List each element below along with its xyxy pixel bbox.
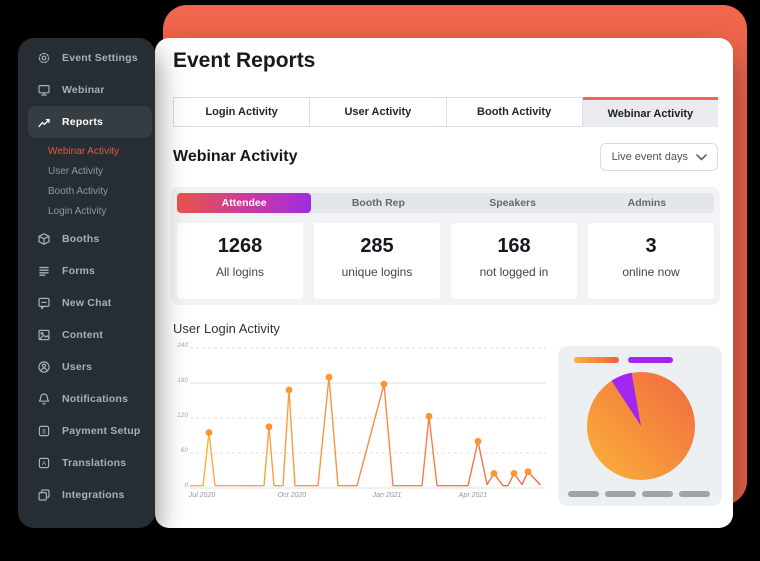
x-axis-tick: Apr 2021 (458, 492, 488, 499)
sub-link-login-activity[interactable]: Login Activity (48, 205, 107, 217)
sidebar-item-users[interactable]: Users (18, 351, 155, 383)
reports-sub-links: Webinar Activity User Activity Booth Act… (18, 141, 155, 221)
sub-link-booth-activity[interactable]: Booth Activity (48, 185, 109, 197)
audience-segments: Attendee Booth Rep Speakers Admins (177, 193, 714, 213)
overlapping-squares-icon (36, 488, 51, 503)
attendance-panel: Attendee Booth Rep Speakers Admins 1268 … (171, 187, 720, 305)
sidebar-item-booths[interactable]: Booths (18, 223, 155, 255)
placeholder-pill (642, 491, 673, 497)
stat-value: 3 (645, 235, 657, 257)
stat-online-now: 3 online now (588, 223, 714, 299)
sidebar-item-reports[interactable]: Reports (28, 106, 152, 138)
image-icon (36, 328, 51, 343)
stat-value: 1268 (217, 235, 263, 257)
tab-login-activity[interactable]: Login Activity (173, 97, 311, 127)
cube-icon (36, 232, 51, 247)
stat-value: 285 (360, 235, 394, 257)
y-axis-tick: 60 (180, 447, 188, 454)
sidebar-item-integrations[interactable]: Integrations (18, 479, 155, 511)
segment-booth-rep[interactable]: Booth Rep (351, 197, 405, 209)
y-axis-tick: 120 (177, 412, 188, 419)
line-chart-title: User Login Activity (173, 321, 280, 336)
placeholder-pill (605, 491, 636, 497)
sub-link-webinar-activity[interactable]: Webinar Activity (48, 145, 119, 157)
stat-label: online now (622, 265, 680, 279)
stat-label: unique logins (341, 265, 413, 279)
sidebar-item-translations[interactable]: A Translations (18, 447, 155, 479)
sidebar-item-label: Integrations (62, 489, 125, 501)
sidebar-item-label: Content (62, 329, 104, 341)
chevron-down-icon (696, 153, 707, 160)
sidebar-item-webinar[interactable]: Webinar (18, 74, 155, 106)
stat-value: 168 (497, 235, 531, 257)
chat-bubble-icon (36, 296, 51, 311)
y-axis-tick: 240 (177, 342, 188, 349)
y-axis-tick: 0 (184, 482, 188, 489)
section-header: Webinar Activity Live event days (173, 142, 718, 172)
letter-a-square-icon: A (36, 456, 51, 471)
x-axis-tick: Oct 2020 (277, 492, 307, 499)
section-title: Webinar Activity (173, 148, 298, 165)
legend-orange-swatch (574, 357, 619, 363)
placeholder-pill (568, 491, 599, 497)
stat-not-logged-in: 168 not logged in (451, 223, 577, 299)
report-tabs: Login Activity User Activity Booth Activ… (173, 97, 718, 127)
sidebar-item-label: Event Settings (62, 52, 138, 64)
sidebar-item-content[interactable]: Content (18, 319, 155, 351)
segment-attendee[interactable]: Attendee (177, 193, 312, 213)
sidebar-nav: Event Settings Webinar Reports Webinar A… (18, 38, 155, 528)
sidebar-item-label: Reports (62, 116, 104, 128)
user-circle-icon (36, 360, 51, 375)
sidebar-item-event-settings[interactable]: Event Settings (18, 42, 155, 74)
bell-icon (36, 392, 51, 407)
login-activity-line-chart (190, 347, 546, 489)
x-axis-tick: Jan 2021 (372, 492, 402, 499)
attendance-pie-chart (587, 372, 695, 480)
live-event-days-dropdown[interactable]: Live event days (599, 143, 718, 171)
stat-cards: 1268 All logins 285 unique logins 168 no… (177, 223, 714, 299)
y-axis-tick: 180 (177, 377, 188, 384)
stat-label: All logins (215, 265, 265, 279)
svg-text:$: $ (42, 428, 46, 435)
monitor-icon (36, 83, 51, 98)
pie-placeholder-labels (568, 491, 710, 497)
dollar-square-icon: $ (36, 424, 51, 439)
x-axis-tick: Jul 2020 (188, 492, 216, 499)
sidebar-item-label: Translations (62, 457, 127, 469)
stat-unique-logins: 285 unique logins (314, 223, 440, 299)
sidebar-item-label: Forms (62, 265, 96, 277)
tab-user-activity[interactable]: User Activity (310, 97, 447, 127)
sub-link-user-activity[interactable]: User Activity (48, 165, 104, 177)
sidebar-item-label: New Chat (62, 297, 112, 309)
pie-chart-panel (558, 346, 722, 506)
placeholder-pill (679, 491, 710, 497)
main-content-card: Event Reports Login Activity User Activi… (155, 38, 733, 528)
tab-webinar-activity[interactable]: Webinar Activity (582, 97, 718, 127)
segment-admins[interactable]: Admins (627, 197, 667, 209)
page-title: Event Reports (173, 49, 316, 72)
dropdown-value: Live event days (611, 151, 688, 163)
stat-label: not logged in (479, 265, 549, 279)
forms-icon (36, 264, 51, 279)
sidebar-item-payment-setup[interactable]: $ Payment Setup (18, 415, 155, 447)
sidebar-item-label: Booths (62, 233, 100, 245)
sidebar-item-label: Users (62, 361, 93, 373)
svg-text:A: A (41, 460, 46, 467)
pie-legend (574, 357, 673, 363)
sidebar-item-new-chat[interactable]: New Chat (18, 287, 155, 319)
line-chart-icon (36, 115, 51, 130)
sidebar-item-label: Payment Setup (62, 425, 141, 437)
segment-speakers[interactable]: Speakers (489, 197, 536, 209)
tab-booth-activity[interactable]: Booth Activity (446, 97, 583, 127)
sidebar-item-notifications[interactable]: Notifications (18, 383, 155, 415)
stat-all-logins: 1268 All logins (177, 223, 303, 299)
sidebar-item-label: Notifications (62, 393, 129, 405)
legend-purple-swatch (628, 357, 673, 363)
gear-icon (36, 51, 51, 66)
sidebar-item-label: Webinar (62, 84, 105, 96)
sidebar-item-forms[interactable]: Forms (18, 255, 155, 287)
